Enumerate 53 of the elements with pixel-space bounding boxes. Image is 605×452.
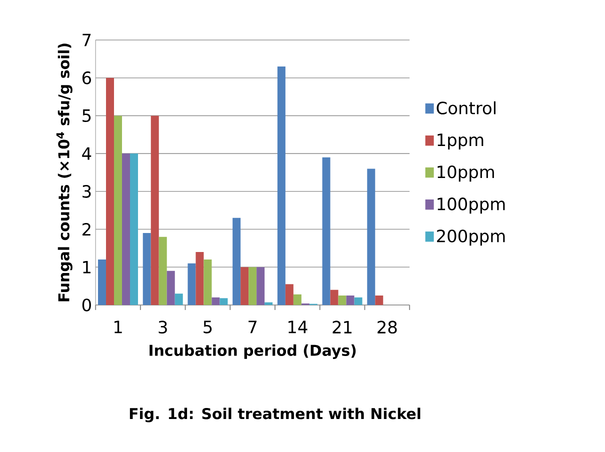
bar xyxy=(122,154,130,305)
bar xyxy=(375,296,384,305)
legend-label: 10ppm xyxy=(438,165,494,182)
bar xyxy=(220,298,228,305)
x-axis-title: Incubation period (Days) xyxy=(150,344,356,359)
y-tick-label: 0 xyxy=(82,298,91,312)
x-tick-label: 1 xyxy=(114,320,122,334)
x-tick-label: 28 xyxy=(378,320,397,334)
x-tick-label: 7 xyxy=(248,320,257,334)
bar xyxy=(98,260,106,305)
bar xyxy=(232,218,241,305)
y-tick-label: 2 xyxy=(82,222,90,236)
bar xyxy=(285,284,294,305)
y-tick-label: 6 xyxy=(82,71,91,84)
bar xyxy=(150,116,159,305)
legend-label: 100ppm xyxy=(438,198,505,214)
bar xyxy=(277,66,286,305)
bar xyxy=(166,270,175,305)
y-tick-label: 7 xyxy=(82,34,91,46)
bar xyxy=(240,267,249,305)
text: Fig. 1d: Soil treatment with Nickel xyxy=(130,408,420,422)
legend-label: 1ppm xyxy=(438,134,484,150)
bar xyxy=(106,78,114,305)
bar xyxy=(114,116,122,305)
y-tick-label: 4 xyxy=(82,147,92,160)
bar xyxy=(338,296,346,305)
bar xyxy=(330,290,338,305)
bar xyxy=(346,296,354,305)
bar xyxy=(293,294,302,305)
x-tick-label: 3 xyxy=(158,320,167,334)
bar xyxy=(142,233,151,305)
bar xyxy=(256,267,265,305)
y-tick-label: 5 xyxy=(82,109,91,122)
bar xyxy=(188,263,196,305)
bar xyxy=(248,267,257,305)
y-tick-label: 1 xyxy=(83,260,91,274)
bar xyxy=(354,297,362,305)
x-tick-label: 5 xyxy=(204,320,212,334)
bar xyxy=(367,168,376,305)
legend-label: Control xyxy=(436,101,496,114)
y-axis-title: Fungal counts (×10$^{4}$ sfu/g soil) xyxy=(56,44,72,302)
bar xyxy=(174,294,183,305)
legend-label: 200ppm xyxy=(437,230,505,246)
bar xyxy=(158,236,167,305)
y-tick-label: 3 xyxy=(82,185,91,198)
bar xyxy=(196,252,204,305)
bar xyxy=(322,157,330,305)
bar xyxy=(130,154,138,305)
x-tick-label: 21 xyxy=(332,320,352,334)
bar xyxy=(204,260,212,305)
x-tick-label: 14 xyxy=(288,320,308,334)
bar xyxy=(264,302,273,305)
bar xyxy=(212,297,220,305)
